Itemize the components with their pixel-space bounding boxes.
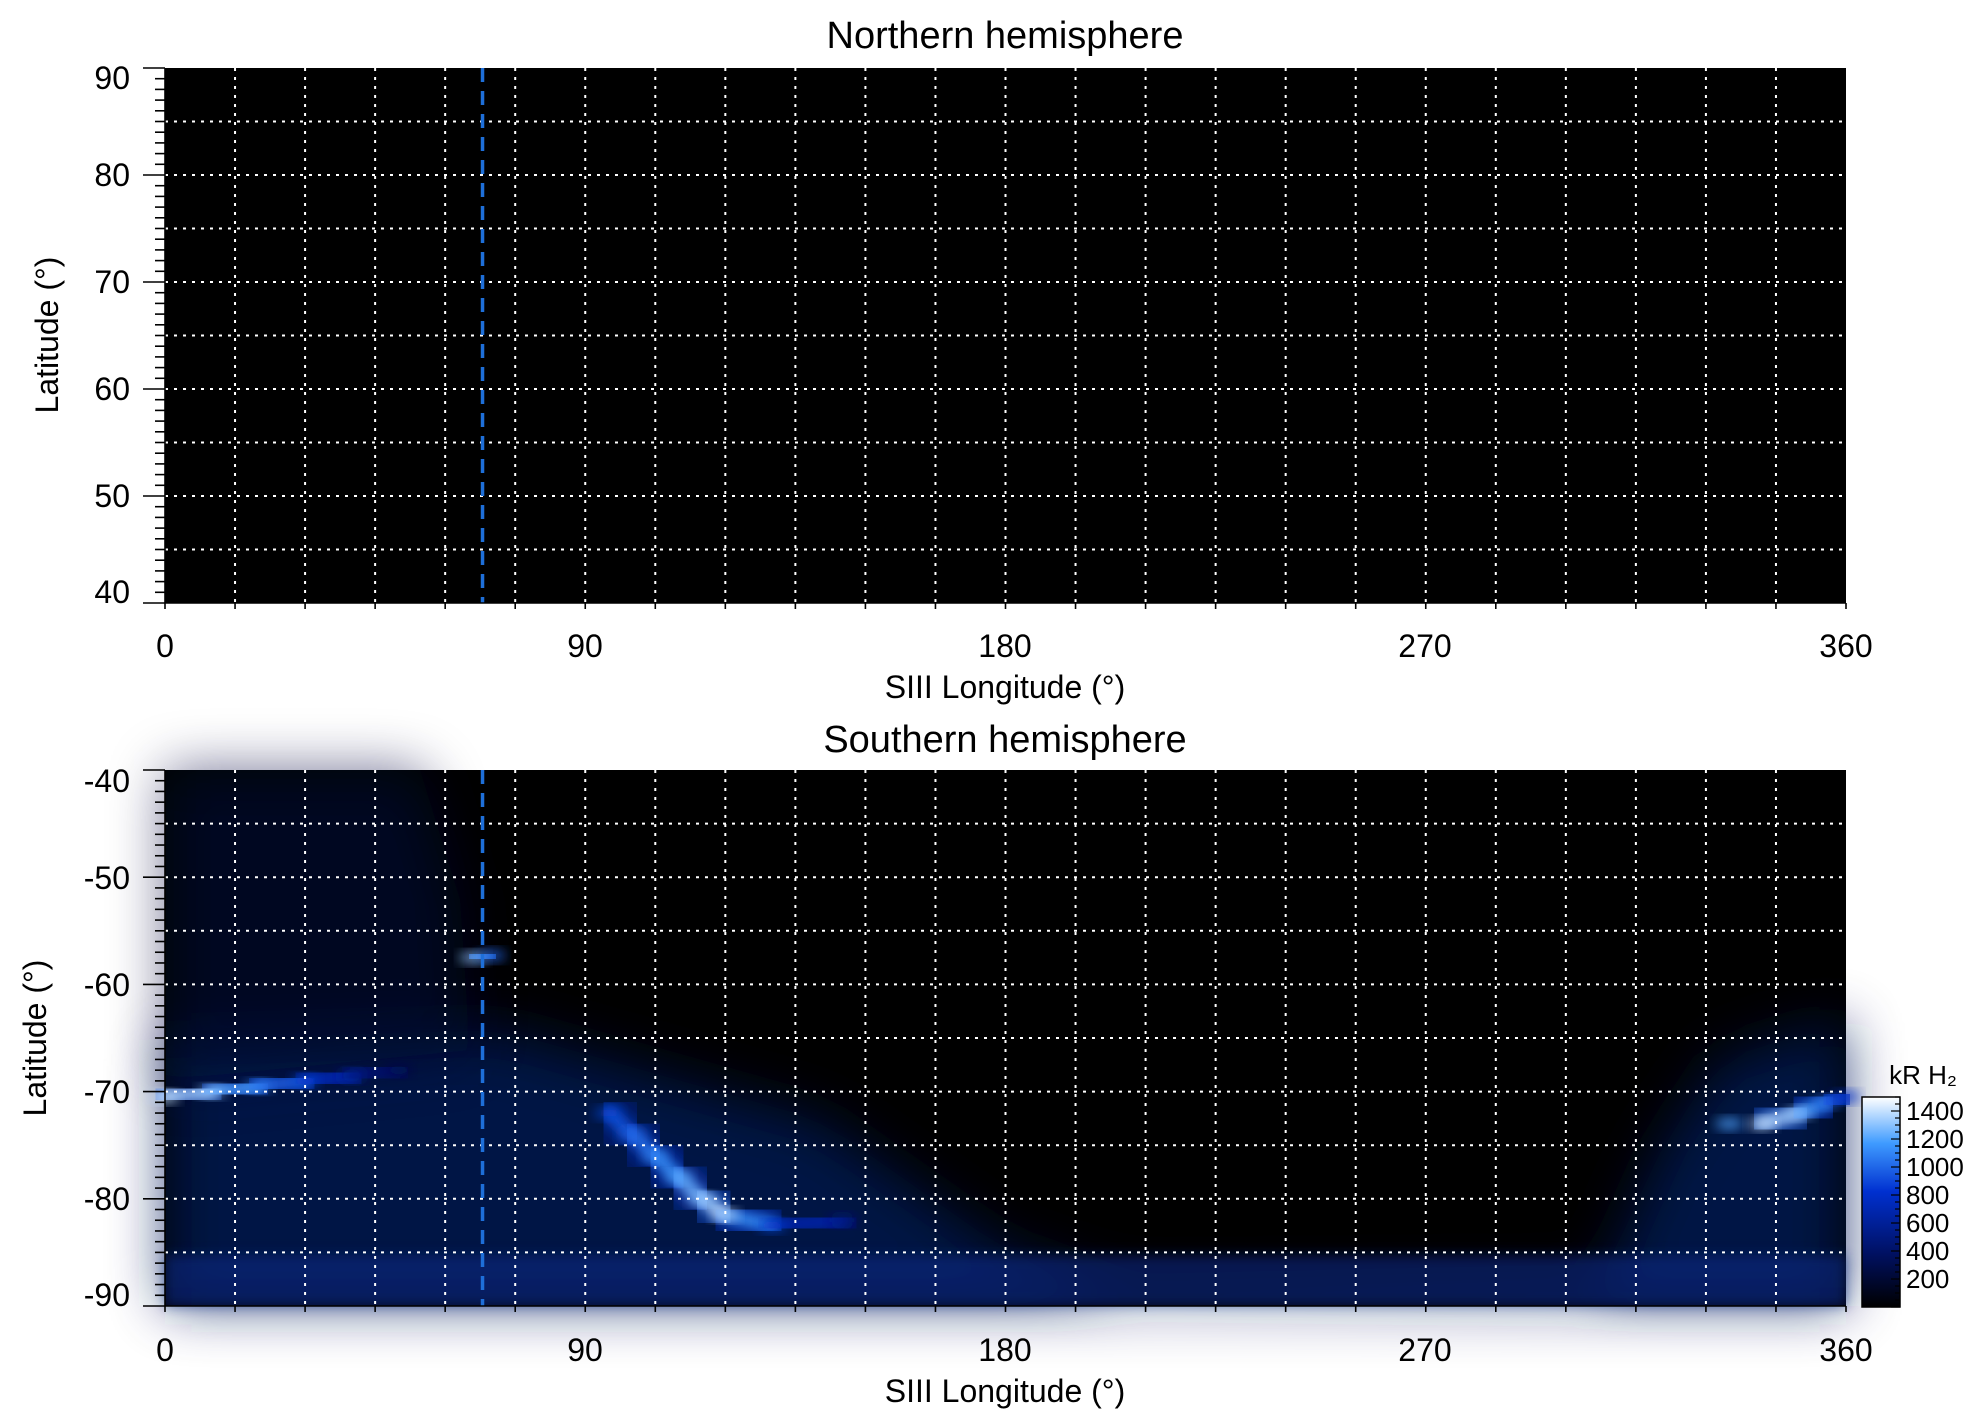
colorbar-gradient xyxy=(1861,1096,1901,1308)
colorbar-tick-label: 800 xyxy=(1906,1180,1949,1210)
emission-point xyxy=(664,1172,693,1183)
emission-point xyxy=(687,1193,716,1204)
y-tick-label: 40 xyxy=(94,574,130,610)
y-tick-label: -80 xyxy=(84,1181,130,1217)
south-axis-ticks xyxy=(143,769,1847,1312)
y-tick-label: 60 xyxy=(94,371,130,407)
x-tick-label: 90 xyxy=(567,628,603,664)
emission-point xyxy=(291,1075,320,1086)
north-gridlines xyxy=(165,68,1846,603)
colorbar-title: kR H₂ xyxy=(1889,1060,1957,1090)
y-tick-label: -50 xyxy=(84,860,130,896)
emission-point xyxy=(1747,1118,1776,1129)
y-tick-label: 70 xyxy=(94,264,130,300)
colorbar-tick-label: 600 xyxy=(1906,1208,1949,1238)
north-axis-ticks xyxy=(143,67,1847,609)
colorbar-tick-label: 1000 xyxy=(1906,1152,1964,1182)
emission-point xyxy=(1813,1097,1842,1108)
emission-point xyxy=(617,1129,646,1140)
emission-point xyxy=(384,1065,413,1076)
colorbar-ticks xyxy=(1891,1096,1900,1308)
x-tick-label: 180 xyxy=(978,628,1031,664)
colorbar-tick-label: 1400 xyxy=(1906,1096,1964,1126)
emission-point xyxy=(594,1108,623,1119)
south-gridlines xyxy=(165,770,1846,1306)
diffuse-glow-upper xyxy=(165,770,470,1080)
south-panel: Southern hemisphere -40 -50 -60 -70 -80 … xyxy=(17,719,1873,1409)
emission-point xyxy=(477,950,506,961)
south-y-axis-label: Latitude (°) xyxy=(17,960,53,1117)
x-tick-label: 0 xyxy=(156,1332,174,1368)
colorbar-tick-label: 1200 xyxy=(1906,1124,1964,1154)
emission-point xyxy=(758,1220,787,1231)
x-tick-label: 270 xyxy=(1398,628,1451,664)
north-y-axis-label: Latitude (°) xyxy=(29,257,65,414)
north-panel: Northern hemisphere 90 80 70 60 50 40 0 … xyxy=(29,15,1873,705)
north-title: Northern hemisphere xyxy=(827,15,1184,57)
y-tick-label: 90 xyxy=(94,60,130,96)
north-x-tick-labels: 0 90 180 270 360 xyxy=(156,628,1873,664)
emission-point xyxy=(337,1070,366,1081)
y-tick-label: -90 xyxy=(84,1277,130,1313)
emission-point xyxy=(1715,1118,1744,1129)
emission-point xyxy=(1832,1091,1860,1102)
x-tick-label: 270 xyxy=(1398,1332,1451,1368)
x-tick-label: 360 xyxy=(1819,1332,1872,1368)
y-tick-label: -40 xyxy=(84,763,130,799)
limb-band xyxy=(165,1255,1846,1306)
south-y-tick-labels: -40 -50 -60 -70 -80 -90 xyxy=(84,763,130,1313)
colorbar: kR H₂ 1400 1200 1000 800 600 400 200 xyxy=(1861,1060,1964,1308)
x-tick-label: 0 xyxy=(156,628,174,664)
emission-point xyxy=(641,1150,670,1161)
x-tick-label: 360 xyxy=(1819,628,1872,664)
y-tick-label: -60 xyxy=(84,967,130,1003)
south-x-tick-labels: 0 90 180 270 360 xyxy=(156,1332,1873,1368)
x-tick-label: 180 xyxy=(978,1332,1031,1368)
diffuse-glow xyxy=(165,1020,1846,1306)
emission-point xyxy=(244,1081,273,1092)
emission-point xyxy=(1785,1108,1814,1119)
emission-point xyxy=(828,1215,857,1226)
colorbar-tick-label: 200 xyxy=(1906,1264,1949,1294)
colorbar-tick-labels: 1400 1200 1000 800 600 400 200 xyxy=(1906,1096,1964,1294)
y-tick-label: 50 xyxy=(94,478,130,514)
colorbar-tick-label: 400 xyxy=(1906,1236,1949,1266)
north-x-axis-label: SIII Longitude (°) xyxy=(885,669,1125,705)
south-title: Southern hemisphere xyxy=(823,719,1186,761)
emission-point xyxy=(711,1209,740,1220)
south-x-axis-label: SIII Longitude (°) xyxy=(885,1373,1125,1409)
x-tick-label: 90 xyxy=(567,1332,603,1368)
y-tick-label: -70 xyxy=(84,1074,130,1110)
y-tick-label: 80 xyxy=(94,157,130,193)
north-y-tick-labels: 90 80 70 60 50 40 xyxy=(94,60,130,610)
